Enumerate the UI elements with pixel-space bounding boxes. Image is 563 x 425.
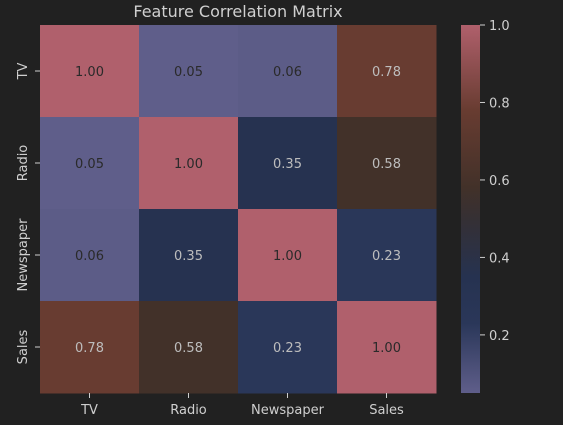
y-tick-label: Newspaper <box>16 218 31 292</box>
cell-value-label: 0.78 <box>372 65 401 80</box>
colorbar-tick-label: 0.8 <box>489 96 510 111</box>
y-tick-label: TV <box>16 62 31 80</box>
colorbar-tick-label: 0.4 <box>489 251 510 266</box>
cell-value-label: 1.00 <box>174 157 203 172</box>
colorbar-tick-label: 0.6 <box>489 174 510 189</box>
x-tick-label: Newspaper <box>251 403 325 418</box>
cell-value-label: 1.00 <box>75 65 104 80</box>
cell-value-label: 0.23 <box>273 341 302 356</box>
y-axis: TV Radio Newspaper Sales <box>16 62 40 364</box>
heatmap-cell <box>238 117 338 210</box>
heatmap-cell <box>40 25 140 118</box>
heatmap-cell <box>238 209 338 302</box>
x-tick-label: Radio <box>170 403 207 418</box>
cell-value-label: 0.35 <box>273 157 302 172</box>
heatmap-cells: 1.00 0.05 0.06 0.78 0.05 1.00 0.35 0.58 0.06 0.35… <box>40 25 437 394</box>
x-axis: TV Radio Newspaper Sales <box>80 393 404 418</box>
x-tick-label: Sales <box>369 403 404 418</box>
colorbar <box>461 25 480 393</box>
cell-value-label: 0.35 <box>174 249 203 264</box>
colorbar-ticks: 0.2 0.4 0.6 0.8 1.0 <box>480 19 510 344</box>
heatmap-cell <box>337 301 437 394</box>
heatmap-cell <box>337 117 437 210</box>
chart-title: Feature Correlation Matrix <box>133 2 342 21</box>
heatmap-cell <box>337 209 437 302</box>
heatmap-cell <box>40 117 140 210</box>
heatmap-cell <box>139 117 239 210</box>
cell-value-label: 1.00 <box>273 249 302 264</box>
cell-value-label: 0.06 <box>75 249 104 264</box>
colorbar-tick-label: 0.2 <box>489 329 510 344</box>
y-tick-label: Sales <box>16 329 31 364</box>
x-tick-label: TV <box>80 403 98 418</box>
cell-value-label: 0.06 <box>273 65 302 80</box>
y-tick-label: Radio <box>16 145 31 182</box>
heatmap-cell <box>40 301 140 394</box>
cell-value-label: 1.00 <box>372 341 401 356</box>
cell-value-label: 0.58 <box>174 341 203 356</box>
cell-value-label: 0.78 <box>75 341 104 356</box>
cell-value-label: 0.05 <box>75 157 104 172</box>
cell-value-label: 0.58 <box>372 157 401 172</box>
heatmap-cell <box>337 25 437 118</box>
cell-value-label: 0.23 <box>372 249 401 264</box>
colorbar-tick-label: 1.0 <box>489 19 510 34</box>
heatmap-cell <box>139 301 239 394</box>
heatmap-cell <box>238 25 338 118</box>
heatmap-cell <box>238 301 338 394</box>
heatmap-cell <box>139 25 239 118</box>
cell-value-label: 0.05 <box>174 65 203 80</box>
heatmap-cell <box>139 209 239 302</box>
heatmap-cell <box>40 209 140 302</box>
